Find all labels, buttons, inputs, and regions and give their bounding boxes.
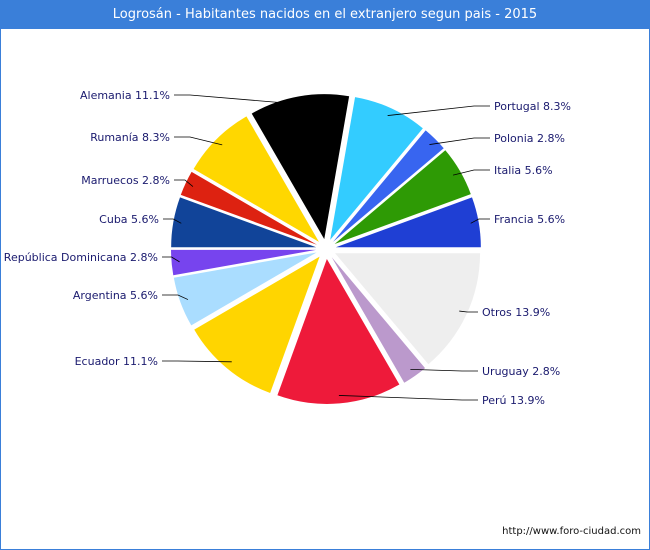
leader-line [452,169,490,176]
leader-line [174,179,194,187]
pie-slice-otros [335,253,481,365]
pie-slice-francia [335,197,481,248]
pie-slice-per- [277,258,400,404]
pie-slice-rep-blica-dominicana [171,249,317,276]
slice-label: Uruguay 2.8% [482,365,560,378]
slice-label: Rumanía 8.3% [90,131,170,144]
leader-line [163,218,182,224]
leader-line [410,368,478,372]
slice-label: Marruecos 2.8% [81,174,170,187]
slice-label: Alemania 11.1% [80,89,170,102]
slice-label: Otros 13.9% [482,306,550,319]
pie-slice-italia [334,150,471,244]
leader-line [162,256,180,263]
slice-label: Ecuador 11.1% [75,355,158,368]
pie-slice-argentina [173,252,317,326]
pie-slice-ecuador [194,256,320,393]
leader-line [174,94,301,105]
pie-slice-ruman-a [193,116,319,242]
pie-slice-uruguay [331,257,426,383]
pie-slice-polonia [333,130,444,242]
slice-label: Cuba 5.6% [99,213,159,226]
pie-slice-alemania [251,94,350,240]
slice-label: Italia 5.6% [494,164,553,177]
chart-title: Logrosán - Habitantes nacidos en el extr… [1,1,649,29]
slice-label: República Dominicana 2.8% [4,251,158,264]
leader-line [470,218,490,224]
slice-label: Polonia 2.8% [494,132,565,145]
pie-slice-portugal [330,97,423,240]
pie-slice-marruecos [180,171,317,245]
pie-slice-cuba [171,197,317,248]
slice-label: Argentina 5.6% [73,289,158,302]
pie-chart: Francia 5.6% Italia 5.6% Polonia 2.8% Portu… [4,89,571,407]
slice-label: Portugal 8.3% [494,100,571,113]
leader-line [459,310,478,313]
leader-line [338,395,478,401]
leader-line [174,136,223,146]
slice-label: Francia 5.6% [494,213,565,226]
leader-line [429,137,490,145]
slice-label: Perú 13.9% [482,394,545,407]
leader-line [387,105,490,116]
leader-line [162,294,189,300]
source-link[interactable]: http://www.foro-ciudad.com [502,526,641,537]
leader-line [162,360,232,363]
